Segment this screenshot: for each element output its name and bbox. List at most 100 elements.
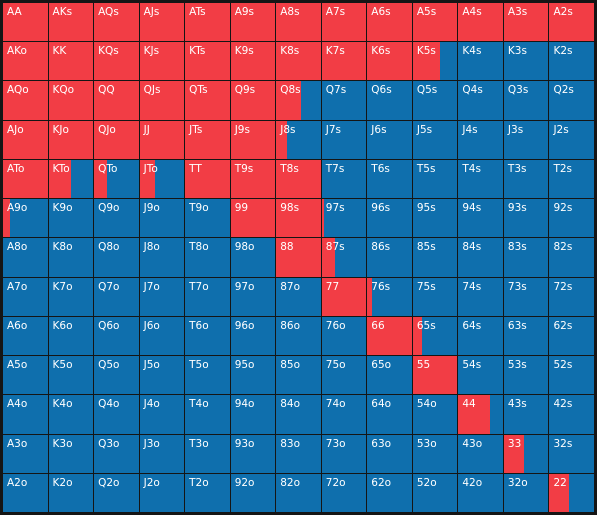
- hand-cell[interactable]: KJs: [139, 42, 185, 81]
- hand-cell[interactable]: J8o: [139, 238, 185, 277]
- hand-cell[interactable]: 32o: [503, 473, 549, 512]
- hand-cell[interactable]: Q8s: [276, 81, 321, 120]
- hand-cell[interactable]: 87s: [321, 238, 367, 277]
- hand-cell[interactable]: 86s: [367, 238, 412, 277]
- hand-cell[interactable]: K4s: [458, 42, 503, 81]
- hand-cell[interactable]: 85s: [412, 238, 458, 277]
- hand-cell[interactable]: 64o: [367, 395, 412, 434]
- hand-cell[interactable]: 52o: [412, 473, 458, 512]
- hand-cell[interactable]: A8s: [276, 3, 321, 42]
- hand-cell[interactable]: AA: [3, 3, 48, 42]
- hand-cell[interactable]: JTs: [185, 120, 230, 159]
- hand-cell[interactable]: 62o: [367, 473, 412, 512]
- hand-cell[interactable]: 74s: [458, 277, 503, 316]
- hand-cell[interactable]: 95o: [230, 356, 276, 395]
- hand-cell[interactable]: 75s: [412, 277, 458, 316]
- hand-cell[interactable]: A4s: [458, 3, 503, 42]
- hand-cell[interactable]: 75o: [321, 356, 367, 395]
- hand-cell[interactable]: A7o: [3, 277, 48, 316]
- hand-cell[interactable]: 43o: [458, 434, 503, 473]
- hand-cell[interactable]: ATs: [185, 3, 230, 42]
- hand-cell[interactable]: Q3o: [94, 434, 139, 473]
- hand-cell[interactable]: A2o: [3, 473, 48, 512]
- hand-cell[interactable]: K8o: [48, 238, 94, 277]
- hand-cell[interactable]: KTo: [48, 159, 94, 199]
- hand-cell[interactable]: 77: [321, 277, 367, 316]
- hand-cell[interactable]: 53o: [412, 434, 458, 473]
- hand-cell[interactable]: 62s: [549, 316, 594, 356]
- hand-cell[interactable]: A7s: [321, 3, 367, 42]
- hand-cell[interactable]: 42s: [549, 395, 594, 434]
- hand-cell[interactable]: 93o: [230, 434, 276, 473]
- hand-cell[interactable]: J4o: [139, 395, 185, 434]
- hand-cell[interactable]: 33: [503, 434, 549, 473]
- hand-cell[interactable]: T9o: [185, 199, 230, 238]
- hand-cell[interactable]: 65s: [412, 316, 458, 356]
- hand-cell[interactable]: T3o: [185, 434, 230, 473]
- hand-cell[interactable]: 96o: [230, 316, 276, 356]
- hand-cell[interactable]: 98s: [276, 199, 321, 238]
- hand-cell[interactable]: QQ: [94, 81, 139, 120]
- hand-cell[interactable]: 97s: [321, 199, 367, 238]
- hand-cell[interactable]: T8o: [185, 238, 230, 277]
- hand-cell[interactable]: 92s: [549, 199, 594, 238]
- hand-cell[interactable]: 84o: [276, 395, 321, 434]
- hand-cell[interactable]: K6s: [367, 42, 412, 81]
- hand-cell[interactable]: KJo: [48, 120, 94, 159]
- hand-cell[interactable]: AKs: [48, 3, 94, 42]
- hand-cell[interactable]: K3o: [48, 434, 94, 473]
- hand-cell[interactable]: 76o: [321, 316, 367, 356]
- hand-cell[interactable]: J6o: [139, 316, 185, 356]
- hand-cell[interactable]: 95s: [412, 199, 458, 238]
- hand-cell[interactable]: J8s: [276, 120, 321, 159]
- hand-cell[interactable]: J3o: [139, 434, 185, 473]
- hand-cell[interactable]: AQo: [3, 81, 48, 120]
- hand-cell[interactable]: 44: [458, 395, 503, 434]
- hand-cell[interactable]: 96s: [367, 199, 412, 238]
- hand-cell[interactable]: T4s: [458, 159, 503, 199]
- hand-cell[interactable]: T5s: [412, 159, 458, 199]
- hand-cell[interactable]: 73s: [503, 277, 549, 316]
- hand-cell[interactable]: A2s: [549, 3, 594, 42]
- hand-cell[interactable]: 22: [549, 473, 594, 512]
- hand-cell[interactable]: A8o: [3, 238, 48, 277]
- hand-cell[interactable]: AJo: [3, 120, 48, 159]
- hand-cell[interactable]: JTo: [139, 159, 185, 199]
- hand-cell[interactable]: 93s: [503, 199, 549, 238]
- hand-cell[interactable]: K7o: [48, 277, 94, 316]
- hand-cell[interactable]: 94s: [458, 199, 503, 238]
- hand-cell[interactable]: K3s: [503, 42, 549, 81]
- hand-cell[interactable]: Q5o: [94, 356, 139, 395]
- hand-cell[interactable]: 97o: [230, 277, 276, 316]
- hand-cell[interactable]: 74o: [321, 395, 367, 434]
- hand-cell[interactable]: 54o: [412, 395, 458, 434]
- hand-cell[interactable]: T5o: [185, 356, 230, 395]
- hand-cell[interactable]: A4o: [3, 395, 48, 434]
- hand-cell[interactable]: 86o: [276, 316, 321, 356]
- hand-cell[interactable]: Q6o: [94, 316, 139, 356]
- hand-cell[interactable]: A5o: [3, 356, 48, 395]
- hand-cell[interactable]: QJo: [94, 120, 139, 159]
- hand-cell[interactable]: 43s: [503, 395, 549, 434]
- hand-cell[interactable]: JJ: [139, 120, 185, 159]
- hand-cell[interactable]: J7o: [139, 277, 185, 316]
- hand-cell[interactable]: 66: [367, 316, 412, 356]
- hand-cell[interactable]: A3s: [503, 3, 549, 42]
- hand-cell[interactable]: A6s: [367, 3, 412, 42]
- hand-cell[interactable]: Q9o: [94, 199, 139, 238]
- hand-cell[interactable]: T4o: [185, 395, 230, 434]
- hand-cell[interactable]: 98o: [230, 238, 276, 277]
- hand-cell[interactable]: A6o: [3, 316, 48, 356]
- hand-cell[interactable]: AJs: [139, 3, 185, 42]
- hand-cell[interactable]: 83o: [276, 434, 321, 473]
- hand-cell[interactable]: 99: [230, 199, 276, 238]
- hand-cell[interactable]: 52s: [549, 356, 594, 395]
- hand-cell[interactable]: A3o: [3, 434, 48, 473]
- hand-cell[interactable]: ATo: [3, 159, 48, 199]
- hand-cell[interactable]: 87o: [276, 277, 321, 316]
- hand-cell[interactable]: T6o: [185, 316, 230, 356]
- hand-cell[interactable]: K7s: [321, 42, 367, 81]
- hand-cell[interactable]: 84s: [458, 238, 503, 277]
- hand-cell[interactable]: K2s: [549, 42, 594, 81]
- hand-cell[interactable]: 94o: [230, 395, 276, 434]
